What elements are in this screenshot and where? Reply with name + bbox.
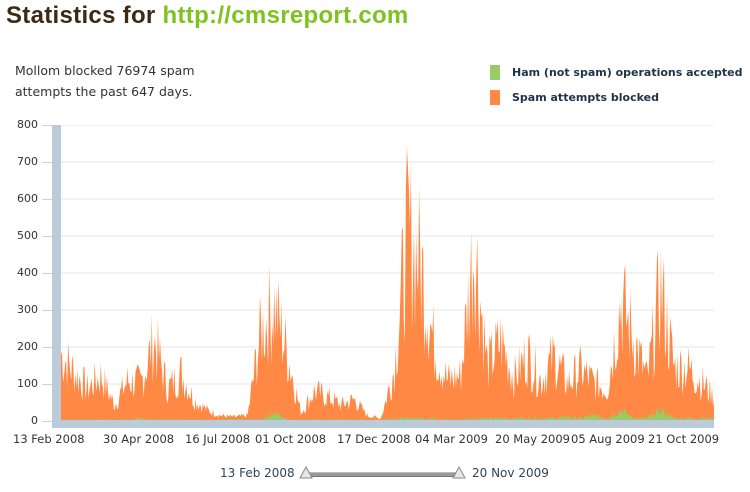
y-tick-label: 0: [31, 414, 38, 427]
chart-gridlines: [61, 125, 714, 385]
legend-item-ham: Ham (not spam) operations accepted: [490, 60, 743, 85]
y-tick-label: 400: [17, 266, 38, 279]
y-tick-mark: [42, 384, 52, 385]
range-end-handle-icon[interactable]: [452, 466, 466, 480]
chart-legend: Ham (not spam) operations accepted Spam …: [490, 60, 743, 110]
ham-color-swatch-icon: [490, 65, 500, 80]
x-tick-label: 20 May 2009: [495, 432, 570, 446]
y-tick-label: 200: [17, 340, 38, 353]
y-tick-label: 100: [17, 377, 38, 390]
y-tick-mark: [42, 125, 52, 126]
range-end-label: 20 Nov 2009: [472, 466, 549, 480]
site-url-link[interactable]: http://cmsreport.com: [162, 2, 409, 29]
legend-item-spam: Spam attempts blocked: [490, 85, 743, 110]
x-tick-label: 01 Oct 2008: [255, 432, 327, 446]
range-start-label: 13 Feb 2008: [220, 466, 295, 480]
spam-area-chart: [61, 125, 714, 421]
x-tick-label: 21 Oct 2009: [648, 432, 720, 446]
spam-area-series: [61, 146, 714, 421]
y-tick-label: 500: [17, 229, 38, 242]
y-axis-bar: [52, 125, 61, 428]
page-title: Statistics for http://cmsreport.com: [6, 2, 409, 30]
y-tick-mark: [42, 421, 52, 422]
y-tick-mark: [42, 199, 52, 200]
y-tick-label: 700: [17, 155, 38, 168]
spam-color-swatch-icon: [490, 90, 500, 105]
legend-label-ham: Ham (not spam) operations accepted: [512, 66, 743, 79]
y-tick-label: 600: [17, 192, 38, 205]
summary-line-2: attempts the past 647 days.: [15, 84, 193, 99]
x-tick-label: 05 Aug 2009: [571, 432, 645, 446]
summary-line-1: Mollom blocked 76974 spam: [15, 63, 195, 78]
x-tick-label: 04 Mar 2009: [415, 432, 488, 446]
x-tick-label: 16 Jul 2008: [185, 432, 251, 446]
range-start-handle-icon[interactable]: [299, 466, 313, 480]
spam-summary: Mollom blocked 76974 spam attempts the p…: [15, 60, 235, 102]
range-slider-track[interactable]: [308, 472, 460, 477]
y-tick-mark: [42, 347, 52, 348]
y-tick-label: 300: [17, 303, 38, 316]
x-axis-bar: [61, 420, 714, 428]
x-tick-label: 17 Dec 2008: [337, 432, 411, 446]
title-prefix: Statistics for: [6, 2, 163, 29]
ham-area-series: [61, 407, 714, 421]
y-tick-mark: [42, 310, 52, 311]
y-tick-mark: [42, 236, 52, 237]
x-tick-label: 30 Apr 2008: [103, 432, 175, 446]
legend-label-spam: Spam attempts blocked: [512, 91, 659, 104]
y-tick-label: 800: [17, 118, 38, 131]
y-tick-mark: [42, 162, 52, 163]
y-tick-mark: [42, 273, 52, 274]
x-tick-label: 13 Feb 2008: [13, 432, 85, 446]
